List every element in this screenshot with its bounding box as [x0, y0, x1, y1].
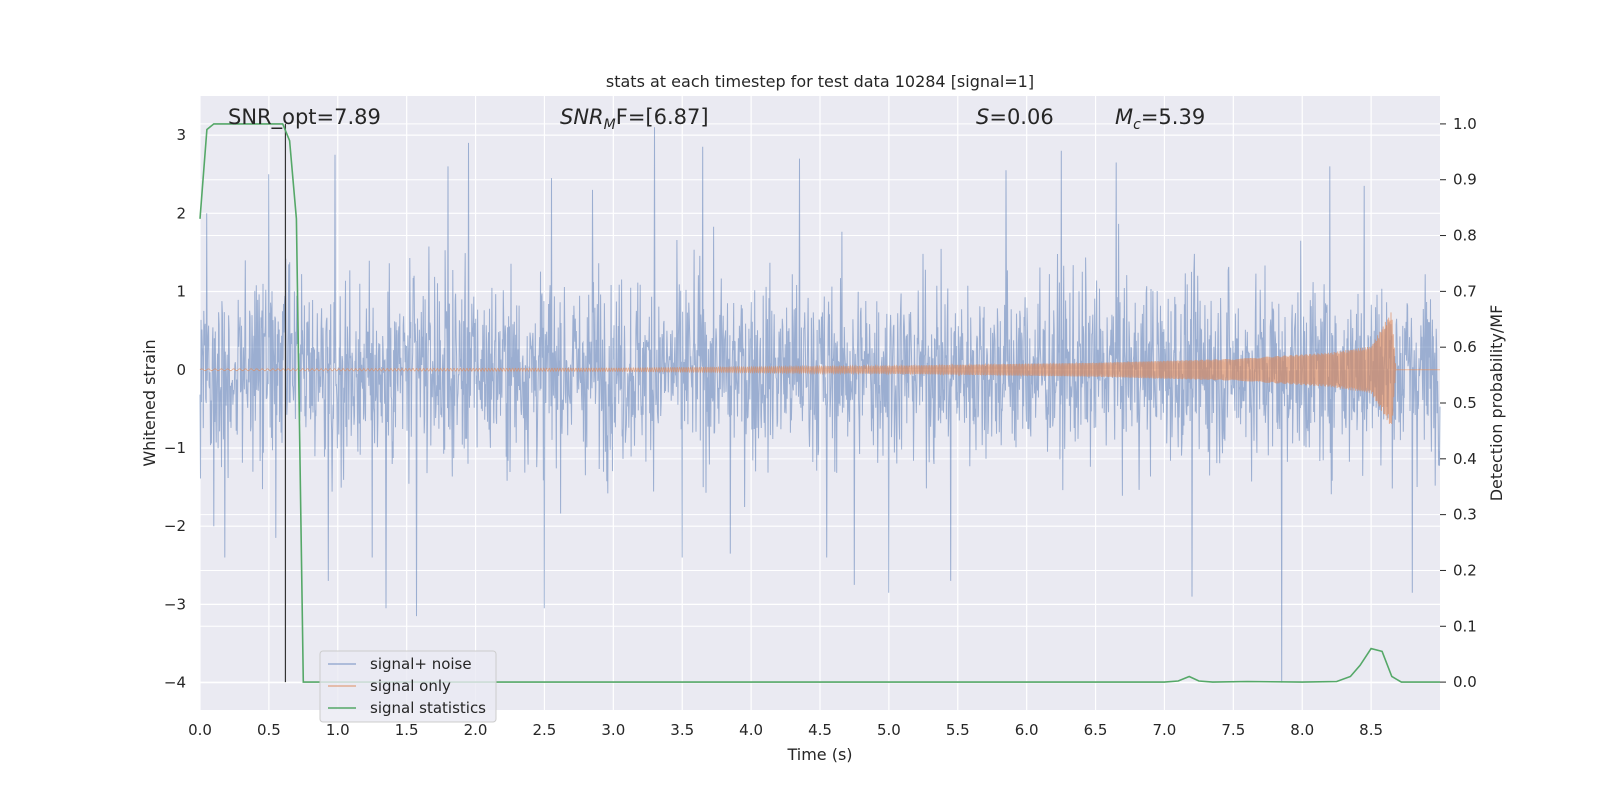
mc-sub: c — [1133, 117, 1141, 133]
y-axis-right-ticks: 1.0 0.9 0.8 0.7 0.6 0.5 0.4 0.3 0.2 0.1 0.0 — [1440, 115, 1477, 691]
legend-label-noise: signal+ noise — [370, 655, 472, 673]
y-tick-label-left: 0 — [176, 361, 186, 379]
y-tick-label-left: 1 — [176, 283, 186, 301]
y-tick-label-left: −4 — [164, 674, 186, 692]
y-tick-label-left: −2 — [164, 517, 186, 535]
x-tick-label: 4.5 — [808, 721, 832, 739]
mc-value: =5.39 — [1141, 105, 1205, 129]
signal-statistics-series — [199, 123, 1440, 683]
mc-annotation: Mc=5.39 — [1115, 105, 1205, 133]
x-tick-label: 1.5 — [395, 721, 419, 739]
x-tick-label: 7.0 — [1153, 721, 1177, 739]
mc-var: M — [1115, 105, 1133, 129]
y-tick-label-left: −3 — [164, 595, 186, 613]
x-tick-label: 5.5 — [946, 721, 970, 739]
snr-mf-sub: M — [604, 117, 616, 133]
y-tick-label-right: 0.5 — [1453, 394, 1477, 412]
y-tick-label-right: 1.0 — [1453, 115, 1477, 133]
x-tick-label: 6.5 — [1084, 721, 1108, 739]
y-tick-label-right: 0.9 — [1453, 171, 1477, 189]
signal-only-line — [199, 312, 1440, 424]
x-tick-label: 1.0 — [326, 721, 350, 739]
signal-statistics-line — [199, 123, 1440, 683]
legend-frame — [319, 650, 497, 723]
x-tick-label: 3.5 — [670, 721, 694, 739]
chart-title: stats at each timestep for test data 102… — [606, 72, 1034, 91]
y-tick-label-right: 0.3 — [1453, 506, 1477, 524]
y-tick-label-right: 0.7 — [1453, 282, 1477, 300]
x-tick-label: 8.5 — [1359, 721, 1383, 739]
snr-opt-annotation: SNR_opt=7.89 — [228, 105, 381, 130]
y-axis-left-ticks: 3 2 1 0 −1 −2 −3 −4 — [164, 126, 186, 692]
snr-mf-annotation: SNRMF=[6.87] — [560, 105, 709, 133]
signal-only-series — [199, 312, 1440, 424]
y-tick-label-right: 0.0 — [1453, 673, 1477, 691]
x-tick-label: 0.0 — [188, 721, 212, 739]
y-tick-label-right: 0.6 — [1453, 338, 1477, 356]
x-tick-label: 5.0 — [877, 721, 901, 739]
x-tick-label: 2.0 — [464, 721, 488, 739]
y-tick-label-right: 0.1 — [1453, 617, 1477, 635]
y-tick-label-right: 0.2 — [1453, 561, 1477, 579]
s-value: =0.06 — [989, 105, 1053, 129]
x-tick-label: 7.5 — [1221, 721, 1245, 739]
legend: signal+ noise signal only signal statist… — [319, 650, 497, 723]
y-tick-label-left: 2 — [176, 204, 186, 222]
grid — [199, 96, 1440, 710]
x-tick-label: 3.0 — [601, 721, 625, 739]
y-tick-label-left: 3 — [176, 126, 186, 144]
x-tick-label: 2.5 — [533, 721, 557, 739]
y-tick-label-right: 0.8 — [1453, 227, 1477, 245]
legend-label-signal: signal only — [370, 677, 451, 695]
x-tick-label: 6.0 — [1015, 721, 1039, 739]
snr-mf-prefix: SNR — [560, 105, 604, 129]
x-tick-label: 8.0 — [1290, 721, 1314, 739]
y-axis-right-label: Detection probability/MF — [1487, 305, 1506, 502]
y-tick-label-left: −1 — [164, 439, 186, 457]
x-tick-label: 0.5 — [257, 721, 281, 739]
x-tick-label: 4.0 — [739, 721, 763, 739]
x-axis-label: Time (s) — [786, 745, 852, 764]
s-var: S — [976, 105, 989, 129]
legend-label-statistics: signal statistics — [370, 699, 486, 717]
y-axis-left-label: Whitened strain — [140, 339, 159, 466]
snr-mf-rest: F=[6.87] — [616, 105, 709, 129]
x-axis-ticks: 0.0 0.5 1.0 1.5 2.0 2.5 3.0 3.5 4.0 4.5 5.0 5.5 6.0 6… — [188, 721, 1383, 739]
s-annotation: S=0.06 — [976, 105, 1054, 129]
y-tick-label-right: 0.4 — [1453, 450, 1477, 468]
